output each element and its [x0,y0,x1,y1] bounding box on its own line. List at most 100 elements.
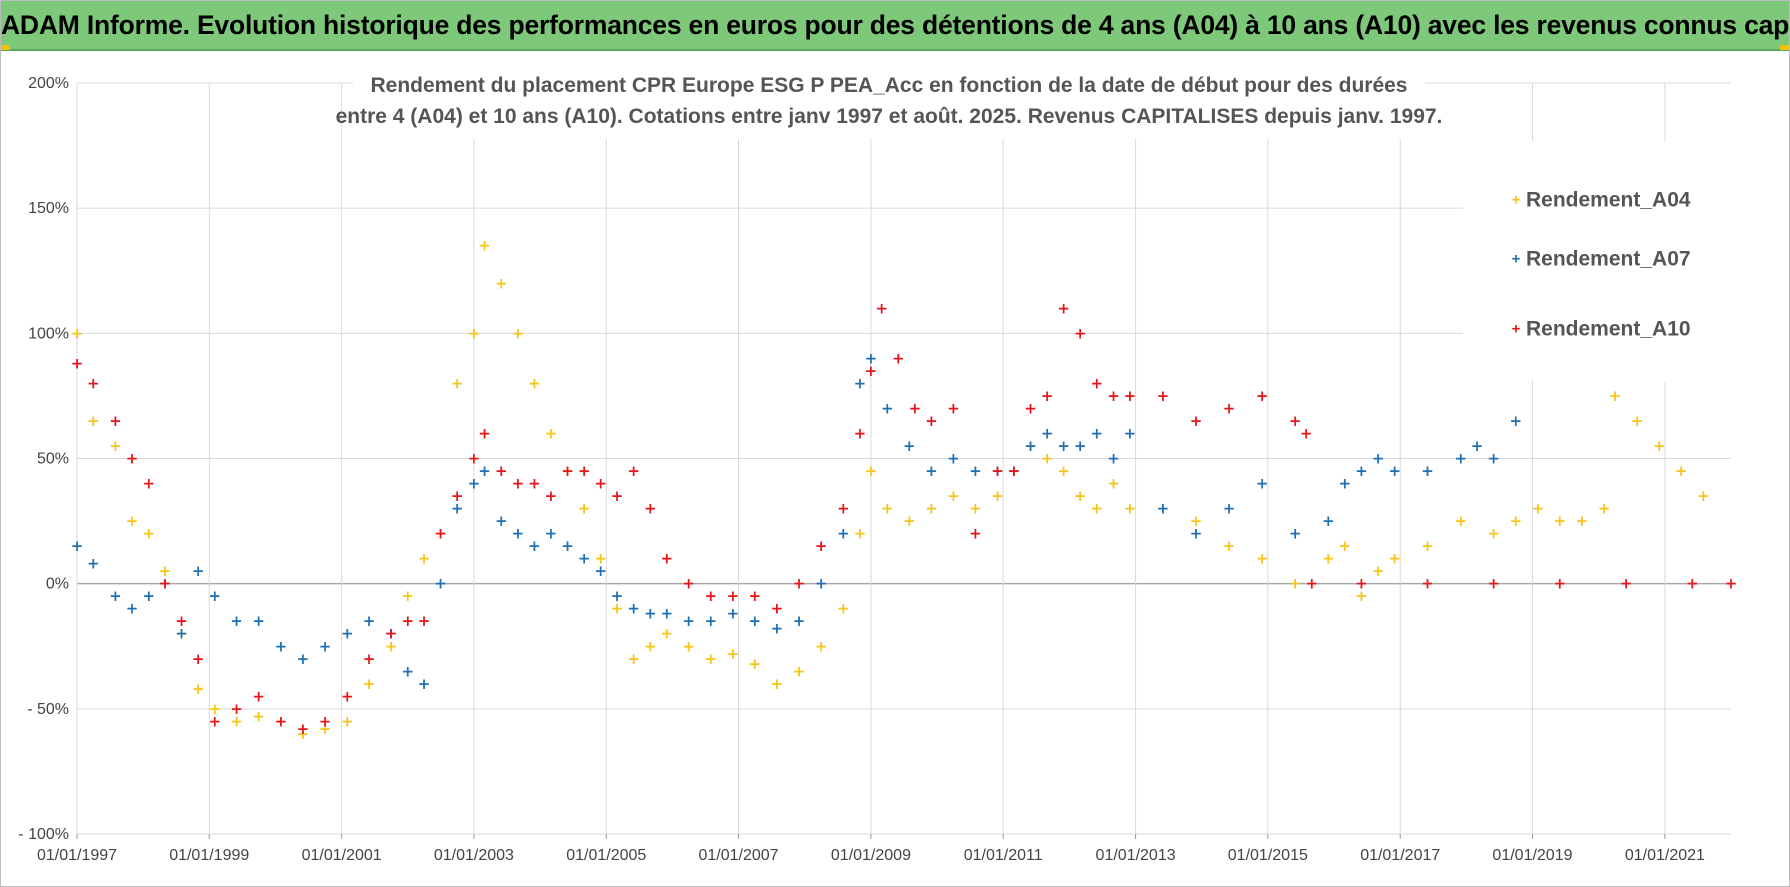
data-point: + [947,450,960,468]
data-point: + [1487,450,1500,468]
chart-title-line-1: Rendement du placement CPR Europe ESG P … [371,74,1408,97]
data-point: + [87,412,100,430]
data-point: + [1554,512,1567,530]
data-point: + [1223,537,1236,555]
data-point: + [1289,412,1302,430]
data-point: + [512,324,525,342]
data-point: + [1024,437,1037,455]
data-point: + [275,712,288,730]
data-point: + [644,637,657,655]
data-point: + [1223,399,1236,417]
data-point: + [478,462,491,480]
data-point: + [705,650,718,668]
data-point: + [594,562,607,580]
data-point: + [1471,437,1484,455]
data-point: + [1041,424,1054,442]
y-tick-label: 200% [28,75,69,92]
data-point: + [418,612,431,630]
legend-label-a07: Rendement_A07 [1526,248,1691,271]
data-point: + [815,637,828,655]
legend: + Rendement_A04 + Rendement_A07 + Rendem… [1463,141,1769,381]
data-point: + [512,475,525,493]
data-point: + [865,349,878,367]
data-point: + [705,587,718,605]
chart-title-bg [353,65,1425,139]
data-point: + [991,462,1004,480]
data-point: + [363,650,376,668]
data-point: + [468,324,481,342]
legend-marker-a10: + [1512,321,1521,338]
x-tick-label: 01/01/1999 [169,847,249,864]
y-tick-label: - 50% [27,701,69,718]
data-point: + [252,687,265,705]
data-point: + [192,562,205,580]
data-point: + [1421,537,1434,555]
data-point: + [126,450,139,468]
data-point: + [418,675,431,693]
data-point: + [561,462,574,480]
x-tick-label: 01/01/2003 [434,847,514,864]
legend-marker-a07: + [1512,251,1521,268]
data-point: + [1576,512,1589,530]
data-point: + [319,637,332,655]
legend-label-a10: Rendement_A10 [1526,318,1691,341]
x-tick-label: 01/01/2009 [831,847,911,864]
data-point: + [1339,475,1352,493]
data-point: + [512,525,525,543]
y-tick-label: - 100% [18,826,69,843]
data-point: + [682,575,695,593]
data-point: + [594,550,607,568]
data-point: + [793,575,806,593]
data-point: + [1388,462,1401,480]
data-point: + [87,555,100,573]
data-point: + [1322,550,1335,568]
data-point: + [528,537,541,555]
data-point: + [1510,512,1523,530]
data-point: + [385,625,398,643]
x-axis-ticks: 01/01/1997 01/01/1999 01/01/2001 01/01/2003… [37,847,1705,864]
data-point: + [1057,437,1070,455]
data-point: + [401,612,414,630]
data-point: + [1355,587,1368,605]
data-point: + [142,525,155,543]
data-point: + [749,587,762,605]
data-point: + [175,612,188,630]
data-point: + [87,374,100,392]
chart: 01/01/1997 01/01/1999 01/01/2001 01/01/2003… [18,65,1769,864]
data-points: ++++++++++ + ++ + ++++++++++++++++++++++ ++++… [71,237,1738,743]
data-point: + [925,462,938,480]
data-point: + [854,374,867,392]
data-point: + [209,712,222,730]
data-point: + [991,462,1004,480]
data-point: + [611,487,624,505]
data-point: + [1074,437,1087,455]
data-point: + [661,625,674,643]
data-point: + [1041,450,1054,468]
data-point: + [705,612,718,630]
series-Rendement_A07: ++++++++++ ++++++++++++++++++++++ + + + + + + + +… [71,349,1522,692]
data-point: + [495,462,508,480]
data-point: + [192,680,205,698]
data-point: + [815,575,828,593]
data-point: + [175,625,188,643]
data-point: + [297,725,310,743]
data-point: + [159,562,172,580]
data-point: + [209,587,222,605]
data-point: + [1487,575,1500,593]
page-title: ADAM Informe. Evolution historique des p… [1,1,1789,51]
y-axis-ticks: 200% 150% 100% 50% 0% - 50% - 100% [18,75,69,843]
data-point: + [793,662,806,680]
data-point: + [881,399,894,417]
data-point: + [434,525,447,543]
data-point: + [1510,412,1523,430]
data-point: + [947,399,960,417]
y-tick-label: 0% [46,576,69,593]
data-point: + [451,487,464,505]
corner-accent-left [1,45,10,50]
grid-lines [76,82,1731,839]
data-point: + [478,237,491,255]
data-point: + [837,600,850,618]
data-point: + [865,462,878,480]
data-point: + [451,374,464,392]
data-point: + [468,450,481,468]
